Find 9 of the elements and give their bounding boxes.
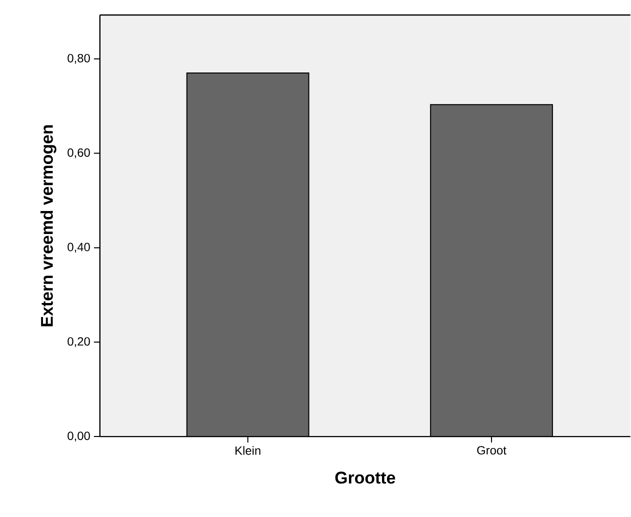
x-tick-label: Klein [236, 446, 260, 455]
y-tick-label: 0,40 [68, 242, 90, 252]
y-tick-label: 0,80 [68, 54, 90, 64]
y-tick-label: 0,00 [68, 431, 90, 442]
y-tick-label: 0,20 [68, 336, 90, 347]
y-axis-title: Extern vreemd vermogen [40, 125, 56, 326]
x-tick-label: Groot [477, 446, 506, 454]
x-axis-title: Grootte [335, 471, 396, 484]
y-tick-label: 0,60 [68, 148, 90, 158]
